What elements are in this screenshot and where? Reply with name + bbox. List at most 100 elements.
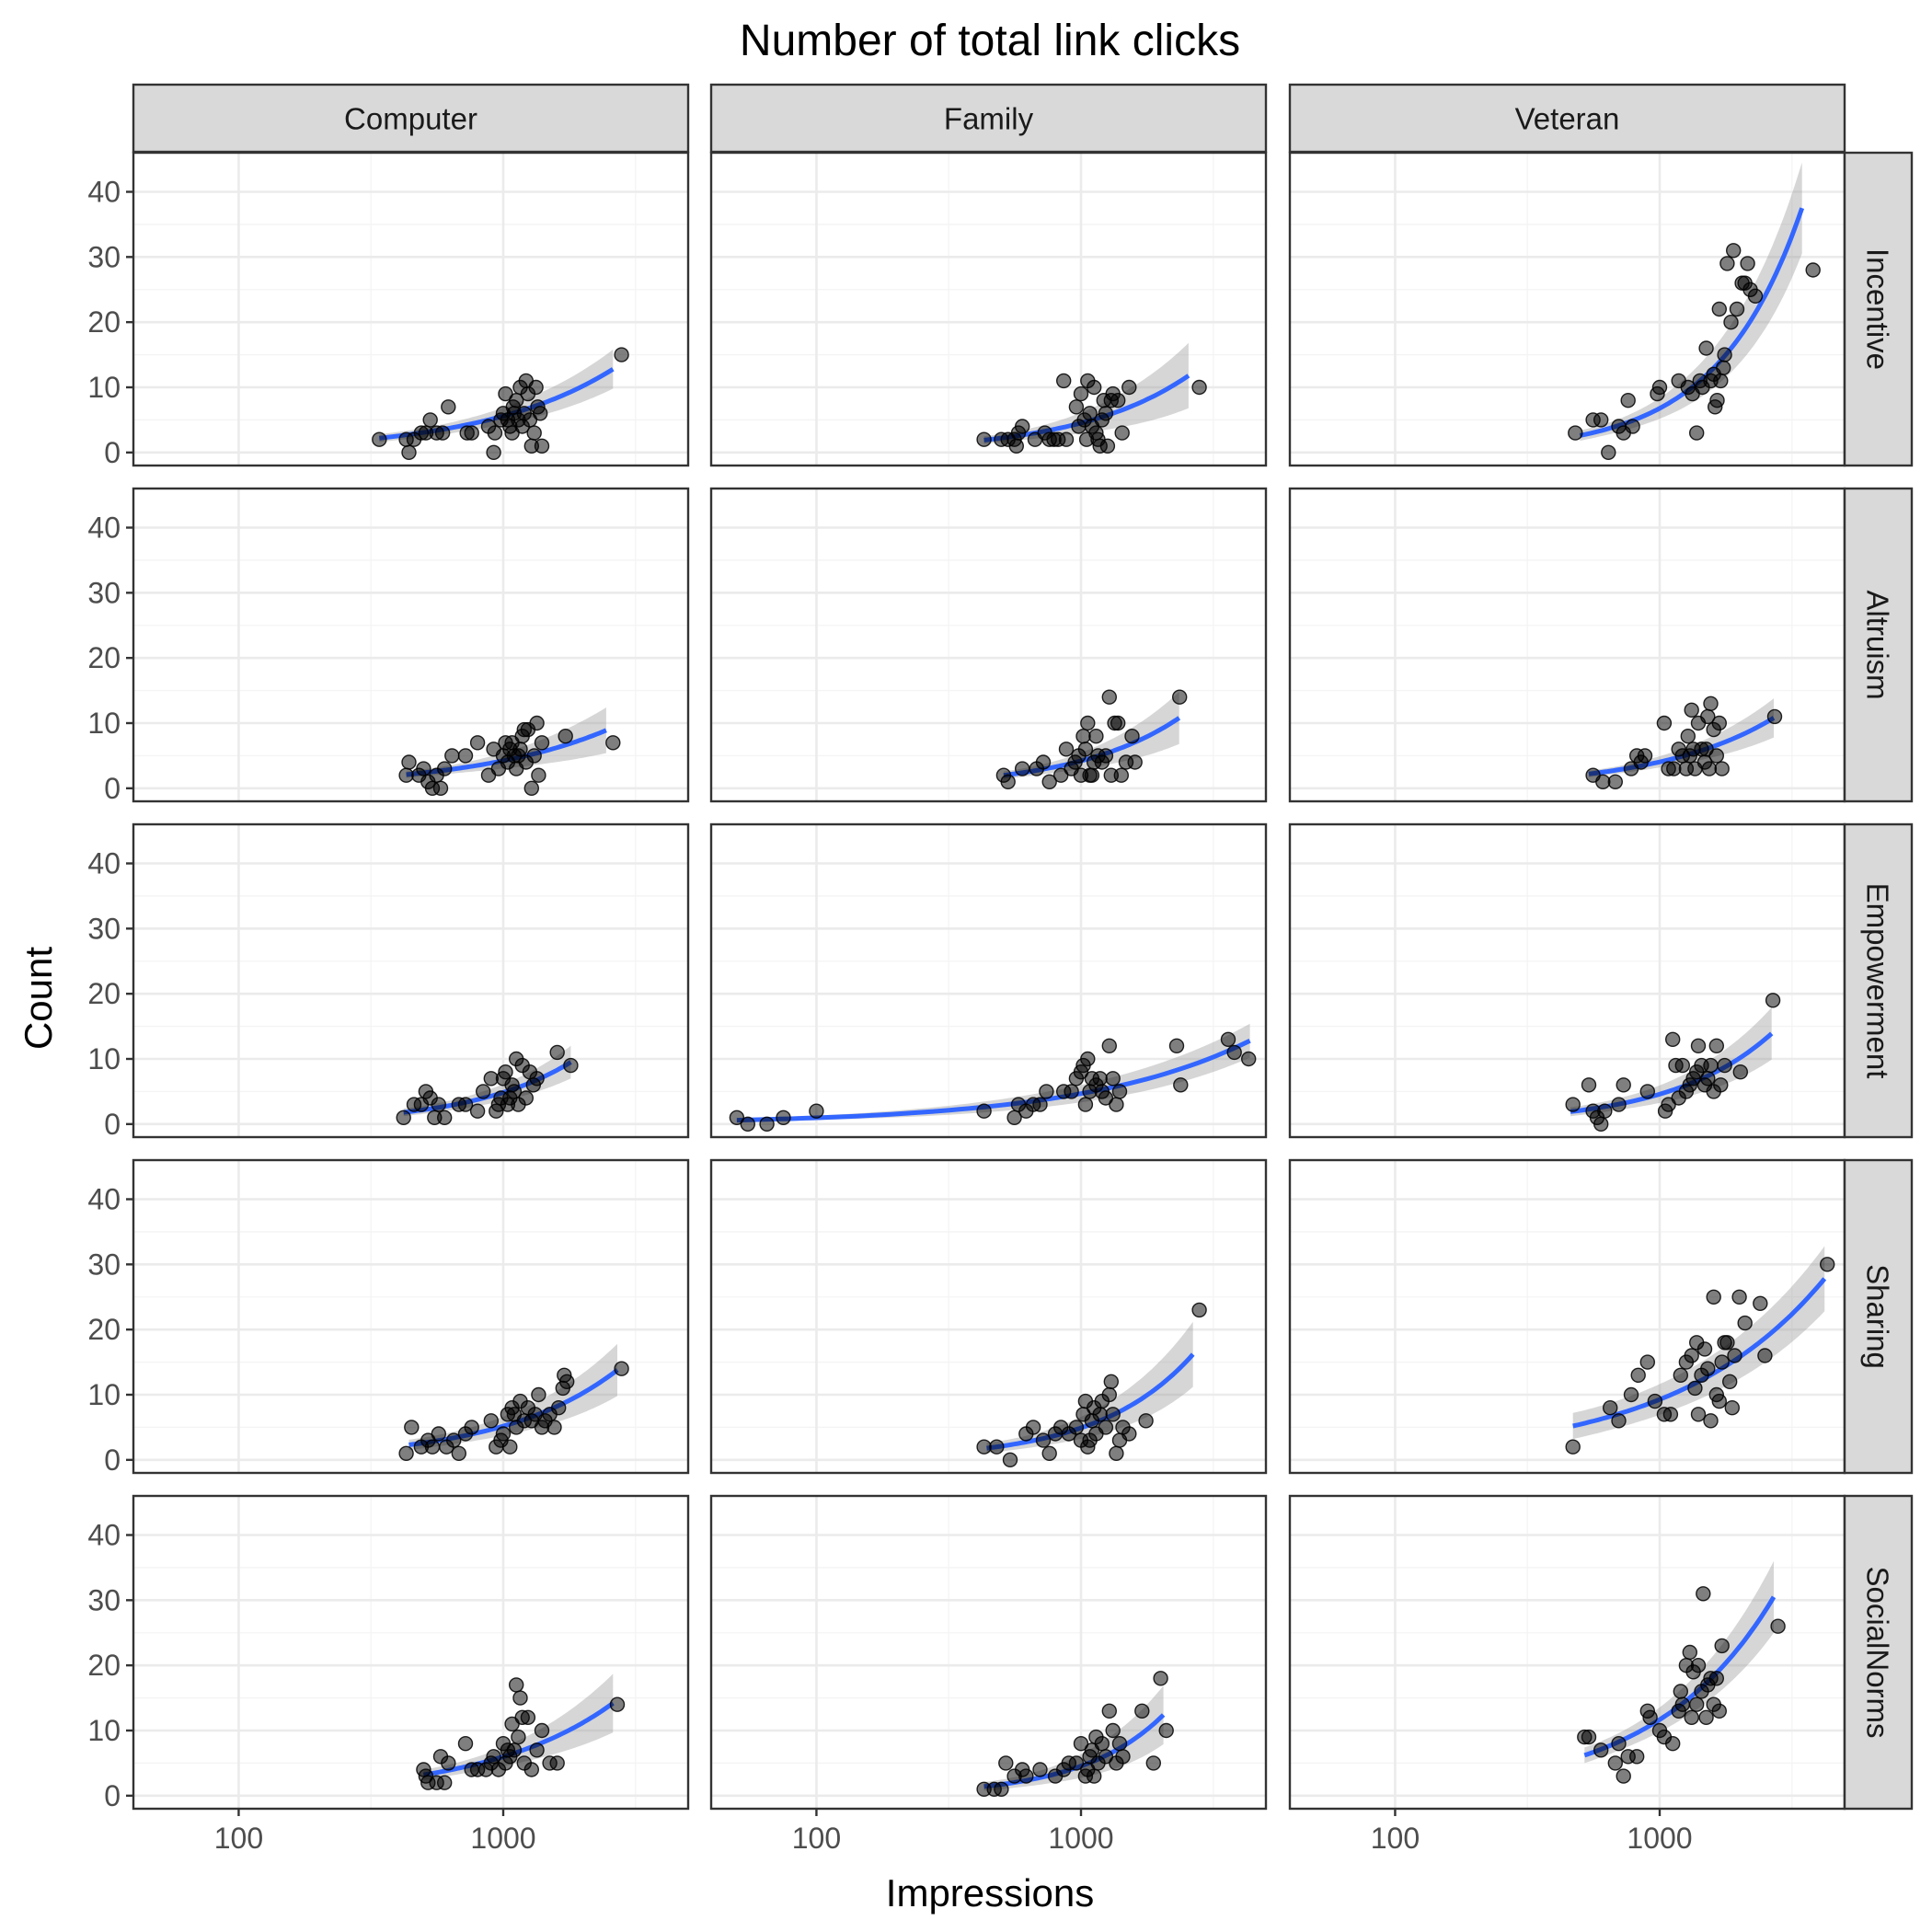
confidence-band bbox=[983, 342, 1189, 444]
panel-border bbox=[709, 1494, 1268, 1811]
x-axis-title: Impressions bbox=[886, 1871, 1094, 1915]
data-point bbox=[1113, 767, 1130, 783]
panel-border bbox=[132, 822, 690, 1139]
panel-border bbox=[709, 822, 1268, 1139]
data-point bbox=[446, 1432, 462, 1448]
row-strip-socialnorms: SocialNorms bbox=[1843, 1494, 1914, 1811]
data-point bbox=[1747, 288, 1764, 304]
data-point bbox=[1611, 1735, 1627, 1752]
data-point bbox=[1696, 1341, 1713, 1357]
data-point bbox=[1673, 1684, 1689, 1699]
data-point bbox=[1105, 1407, 1121, 1422]
data-point bbox=[1703, 1413, 1719, 1429]
y-tick-label: 10 bbox=[87, 1042, 121, 1075]
data-point bbox=[609, 1696, 626, 1712]
data-point bbox=[486, 1749, 501, 1765]
data-point bbox=[1240, 1051, 1257, 1067]
data-point bbox=[1084, 767, 1100, 783]
data-point bbox=[1662, 1407, 1679, 1422]
data-point bbox=[1002, 1452, 1018, 1468]
data-point bbox=[1687, 1380, 1703, 1397]
data-point bbox=[1080, 1051, 1096, 1067]
panel-border bbox=[132, 487, 690, 803]
strip-background bbox=[1288, 83, 1846, 154]
data-point bbox=[1127, 754, 1143, 770]
data-point bbox=[1058, 742, 1075, 757]
data-point bbox=[1158, 1722, 1174, 1739]
data-point bbox=[1191, 1302, 1207, 1318]
data-point bbox=[509, 1677, 524, 1693]
data-point bbox=[1035, 754, 1052, 770]
data-point bbox=[1110, 715, 1126, 731]
panel-border bbox=[132, 1494, 690, 1811]
strip-background bbox=[132, 83, 690, 154]
strip-background bbox=[1843, 1158, 1914, 1475]
data-point bbox=[1731, 1289, 1747, 1305]
data-point bbox=[1092, 1071, 1108, 1087]
data-point bbox=[1724, 1399, 1741, 1416]
data-point bbox=[1593, 412, 1609, 428]
data-point bbox=[1035, 1432, 1052, 1448]
data-point bbox=[614, 347, 629, 362]
column-strip-family: Family bbox=[709, 83, 1268, 154]
data-point bbox=[1602, 1399, 1618, 1416]
data-point bbox=[1708, 1671, 1725, 1686]
data-point bbox=[437, 761, 453, 776]
data-point bbox=[464, 1420, 479, 1435]
data-point bbox=[1708, 748, 1725, 764]
data-point bbox=[614, 1361, 629, 1376]
data-point bbox=[1058, 431, 1075, 447]
data-point bbox=[1664, 1031, 1681, 1048]
data-point bbox=[534, 1722, 550, 1739]
data-point bbox=[1700, 1071, 1716, 1087]
data-point bbox=[1616, 1077, 1631, 1093]
row-strip-label: Empowerment bbox=[1861, 883, 1895, 1079]
data-point bbox=[1032, 1762, 1048, 1777]
data-point bbox=[404, 1420, 420, 1435]
data-point bbox=[989, 1439, 1005, 1455]
data-point bbox=[1637, 748, 1653, 764]
column-strip-computer: Computer bbox=[132, 83, 690, 154]
data-point bbox=[512, 742, 528, 757]
data-point bbox=[1191, 379, 1207, 396]
panel-empowerment-family bbox=[711, 824, 1266, 1137]
data-point bbox=[1134, 1703, 1150, 1719]
data-point bbox=[1581, 1077, 1597, 1093]
row-strip-empowerment: Empowerment bbox=[1843, 822, 1914, 1139]
data-point bbox=[1680, 729, 1696, 744]
data-point bbox=[1690, 1038, 1707, 1054]
data-point bbox=[1721, 1374, 1738, 1390]
x-tick-label: 1000 bbox=[1048, 1822, 1113, 1855]
data-point bbox=[1014, 419, 1030, 434]
data-point bbox=[528, 379, 544, 396]
data-point bbox=[776, 1110, 791, 1126]
data-point bbox=[1124, 729, 1140, 744]
data-point bbox=[1073, 1735, 1089, 1752]
data-point bbox=[1568, 425, 1583, 441]
data-point bbox=[1714, 1638, 1730, 1654]
x-tick-label: 100 bbox=[1371, 1822, 1420, 1855]
data-point bbox=[1086, 1768, 1102, 1784]
data-point bbox=[1075, 729, 1091, 744]
panel-background bbox=[1290, 489, 1845, 801]
data-point bbox=[1737, 1315, 1753, 1331]
panel-altruism-family bbox=[711, 489, 1266, 801]
data-point bbox=[1055, 373, 1072, 389]
panel-socialnorms-veteran bbox=[1290, 1496, 1845, 1809]
data-point bbox=[809, 1103, 824, 1119]
data-point bbox=[1041, 774, 1057, 789]
data-point bbox=[1109, 1445, 1124, 1462]
data-point bbox=[1111, 1084, 1128, 1099]
data-point bbox=[1098, 406, 1114, 421]
data-point bbox=[1703, 696, 1719, 711]
data-point bbox=[1740, 256, 1755, 271]
data-point bbox=[1611, 1097, 1627, 1112]
y-tick-label: 0 bbox=[104, 1779, 121, 1812]
data-point bbox=[976, 431, 992, 447]
panel-background bbox=[133, 824, 688, 1137]
data-point bbox=[1713, 1077, 1729, 1093]
data-point bbox=[1565, 1439, 1581, 1455]
data-point bbox=[1101, 1386, 1118, 1403]
data-point bbox=[1714, 761, 1730, 776]
